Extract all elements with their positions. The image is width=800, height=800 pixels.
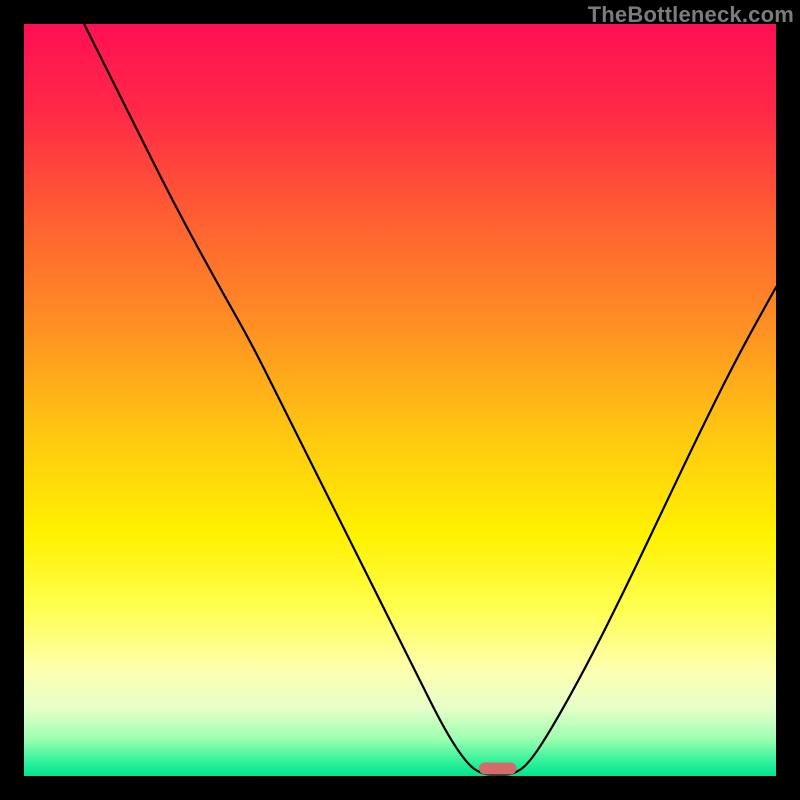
bottleneck-curve-chart [24,24,776,776]
optimal-marker [479,762,517,774]
chart-frame: TheBottleneck.com [0,0,800,800]
gradient-background [24,24,776,776]
plot-area [24,24,776,776]
